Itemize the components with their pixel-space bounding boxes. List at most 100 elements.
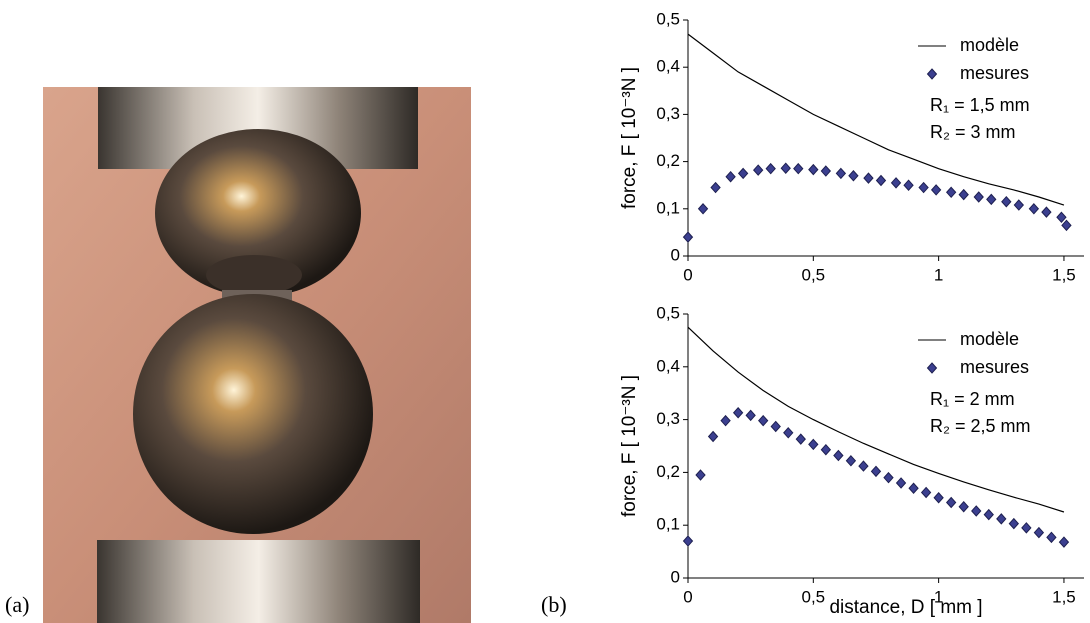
panel-label: (a) [5,592,29,617]
model-line [687,326,1065,513]
measure-point [808,163,819,176]
measure-point [883,471,894,484]
measure-point [895,477,907,489]
measure-point [930,184,942,196]
measure-point [890,177,902,189]
measure-point [1001,195,1012,208]
measure-point [958,500,969,513]
measure-point [793,162,804,175]
measure-point [725,170,736,183]
measure-point [945,496,957,509]
measure-point [920,486,932,499]
measure-point [820,165,832,177]
measure-point [958,188,969,201]
measure-point [875,174,887,187]
photo [43,87,471,623]
x-tick-label: 1 [934,587,943,606]
annotation: R₁ = 2 mm [930,389,1015,409]
measure-point [737,167,749,180]
y-tick-label: 0,5 [656,303,680,322]
legend-marker [926,68,938,80]
measure-point [908,482,919,494]
measure-point [707,430,719,443]
y-tick-label: 0,3 [656,409,680,428]
y-tick-label: 0,4 [656,356,680,375]
measure-point [1021,522,1032,534]
measure-point [765,162,776,175]
annotation: R₂ = 2,5 mm [930,416,1031,436]
measure-point [808,438,819,451]
y-axis-label: force, F [ 10⁻³N ] [619,375,640,517]
measure-point [1061,219,1072,232]
y-tick-label: 0,5 [656,9,680,28]
x-tick-label: 1,5 [1052,265,1076,284]
measure-point [710,181,721,194]
measure-point [820,443,832,456]
measure-point [870,465,882,478]
measure-point [1008,517,1019,530]
legend-label: modèle [960,35,1019,55]
measure-point [1041,206,1052,218]
y-tick-label: 0,2 [656,151,680,170]
measure-point [753,164,764,176]
measure-point [835,167,847,180]
measure-point [973,191,984,203]
y-tick-label: 0,1 [656,515,680,534]
x-tick-label: 0,5 [801,265,825,284]
annotation: R₂ = 3 mm [930,122,1016,142]
model-line [687,33,1065,206]
measure-point [986,193,997,206]
legend-label: mesures [960,357,1029,377]
measure-point [780,162,791,174]
y-axis-label: force, F [ 10⁻³N ] [619,67,640,209]
measure-point [732,406,744,419]
measure-point [720,414,731,427]
measure-point [795,433,806,445]
measure-point [1028,203,1040,215]
measure-point [996,513,1007,525]
y-tick-label: 0 [671,567,680,586]
x-tick-label: 1,5 [1052,587,1076,606]
legend-marker [926,362,938,374]
measure-point [697,203,709,215]
y-tick-label: 0,4 [656,57,680,76]
measure-point [945,186,957,199]
measure-point [745,409,756,422]
x-tick-label: 1 [934,265,943,284]
measure-point [682,535,694,547]
y-tick-label: 0,1 [656,198,680,217]
y-tick-label: 0,2 [656,462,680,481]
measure-point [983,508,994,521]
measure-point [682,231,694,243]
measure-point [770,420,781,433]
measure-point [1056,211,1067,224]
measure-point [783,427,794,439]
measure-point [758,414,769,427]
measure-point [848,170,859,182]
measure-point [918,181,929,194]
measure-point [1013,199,1025,211]
legend-label: modèle [960,329,1019,349]
panel-label: (b) [541,592,567,617]
measure-point [845,455,857,467]
x-axis-label: distance, D [ mm ] [829,597,982,618]
annotation: R₁ = 1,5 mm [930,95,1030,115]
legend-label: mesures [960,63,1029,83]
measure-point [1033,526,1045,539]
x-tick-label: 0 [683,265,692,284]
y-tick-label: 0 [671,245,680,264]
measure-point [833,449,844,462]
measure-point [1046,531,1057,544]
measure-point [1058,536,1070,548]
measure-point [858,460,869,472]
measure-point [695,469,706,481]
x-tick-label: 0,5 [801,587,825,606]
y-tick-label: 0,3 [656,104,680,123]
measure-point [903,179,914,191]
measure-point [933,491,944,504]
measure-point [971,505,982,517]
x-tick-label: 0 [683,587,692,606]
measure-point [863,172,874,184]
